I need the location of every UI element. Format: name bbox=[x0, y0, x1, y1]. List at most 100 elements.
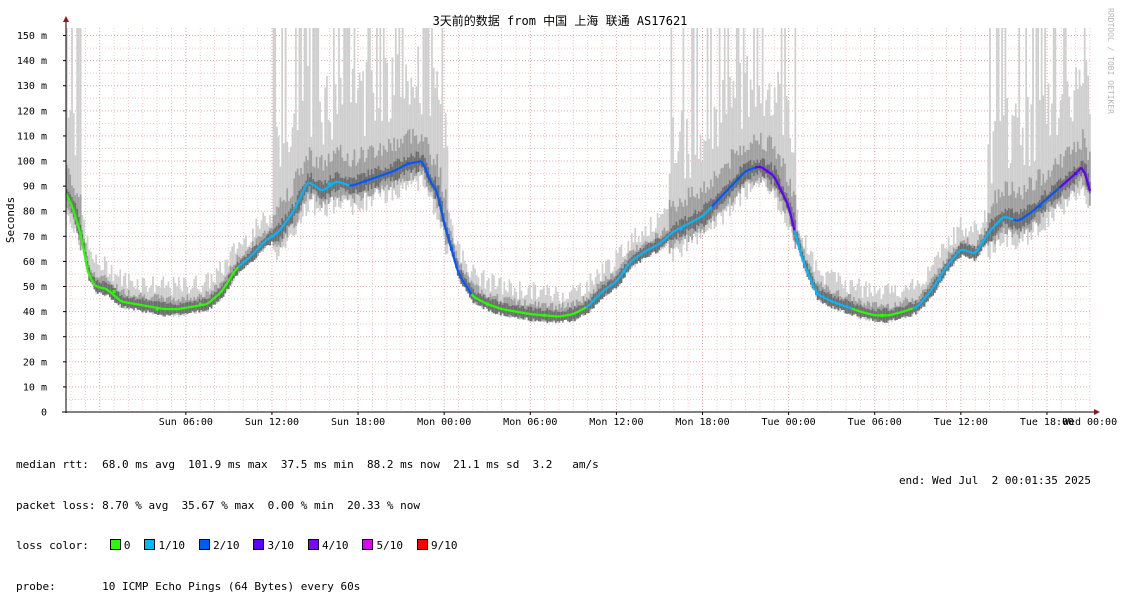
smoke-mid bbox=[696, 194, 698, 233]
median-segment bbox=[410, 163, 414, 164]
x-tick-label: Mon 06:00 bbox=[503, 417, 557, 428]
median-segment bbox=[102, 288, 106, 289]
median-segment bbox=[321, 190, 325, 191]
median-segment bbox=[385, 173, 389, 174]
smoke-mid bbox=[1072, 150, 1074, 191]
smoke-mid bbox=[760, 133, 762, 183]
median-segment bbox=[195, 306, 199, 307]
smoke-mid bbox=[326, 166, 328, 199]
loss-color-item-label: 5/10 bbox=[376, 539, 403, 552]
loss-color-swatch bbox=[253, 539, 264, 550]
median-segment bbox=[841, 305, 845, 306]
smoke-mid bbox=[765, 151, 767, 179]
y-tick-label: 90 m bbox=[23, 182, 47, 193]
smoke-mid bbox=[1039, 169, 1041, 224]
median-segment bbox=[572, 313, 576, 314]
loss-color-item: 1/10 bbox=[144, 539, 185, 552]
x-tick-label: Tue 06:00 bbox=[848, 417, 902, 428]
smoke-mid bbox=[286, 188, 288, 237]
smoke-mid bbox=[731, 149, 733, 205]
smoke-mid bbox=[734, 153, 736, 197]
smoke-bands bbox=[66, 28, 1091, 324]
median-segment bbox=[123, 302, 127, 303]
median-segment bbox=[898, 312, 902, 313]
smoke-mid bbox=[373, 147, 375, 194]
median-segment bbox=[891, 314, 895, 315]
y-tick-label: 50 m bbox=[23, 282, 47, 293]
smoke-mid bbox=[1049, 177, 1051, 207]
median-point bbox=[766, 170, 769, 173]
smoke-mid bbox=[758, 144, 760, 177]
median-segment bbox=[489, 305, 493, 306]
smoke-mid bbox=[1075, 152, 1077, 185]
median-segment bbox=[120, 300, 124, 302]
median-point bbox=[816, 293, 819, 296]
median-point bbox=[938, 277, 941, 280]
smoke-mid bbox=[304, 162, 306, 204]
smoke-mid bbox=[333, 151, 335, 200]
smoke-mid bbox=[732, 150, 734, 203]
median-segment bbox=[141, 305, 145, 306]
smoke-mid bbox=[772, 149, 774, 188]
y-tick-label: 150 m bbox=[17, 31, 47, 42]
median-segment bbox=[859, 311, 863, 312]
median-segment bbox=[525, 313, 529, 314]
smoke-mid bbox=[769, 135, 771, 190]
median-segment bbox=[906, 310, 910, 311]
smoke-mid bbox=[782, 158, 784, 211]
median-segment bbox=[848, 307, 852, 308]
smoke-mid bbox=[670, 207, 672, 248]
median-segment bbox=[393, 170, 397, 172]
y-tick-label: 110 m bbox=[17, 131, 47, 142]
smoke-mid bbox=[388, 139, 390, 190]
y-tick-label: 40 m bbox=[23, 307, 47, 318]
smoke-mid bbox=[1068, 147, 1070, 197]
smoke-mid bbox=[445, 189, 447, 244]
smoke-mid bbox=[426, 137, 428, 186]
loss-color-item: 9/10 bbox=[417, 539, 458, 552]
smoke-mid bbox=[1005, 181, 1007, 234]
median-segment bbox=[1010, 218, 1014, 219]
loss-color-item-label: 9/10 bbox=[431, 539, 458, 552]
median-segment bbox=[913, 307, 917, 308]
smoke-mid bbox=[328, 154, 330, 204]
median-segment bbox=[504, 309, 508, 310]
x-tick-label: Mon 00:00 bbox=[417, 417, 471, 428]
x-tick-label: Sun 12:00 bbox=[245, 417, 299, 428]
median-segment bbox=[830, 301, 834, 303]
smoke-mid bbox=[405, 134, 407, 181]
y-tick-label: 30 m bbox=[23, 332, 47, 343]
x-axis-arrow bbox=[1094, 409, 1100, 415]
smoke-mid bbox=[419, 142, 421, 172]
median-segment bbox=[758, 167, 762, 168]
median-segment bbox=[98, 287, 102, 288]
smoke-mid bbox=[714, 171, 716, 221]
median-segment bbox=[357, 183, 361, 184]
median-segment bbox=[497, 307, 501, 308]
median-segment bbox=[382, 174, 386, 175]
median-segment bbox=[902, 311, 906, 312]
median-segment bbox=[134, 304, 138, 305]
median-point bbox=[981, 240, 984, 243]
loss-color-swatch bbox=[308, 539, 319, 550]
rrdtool-watermark: RRDTOOL / TOBI OETIKER bbox=[1106, 8, 1115, 114]
y-tick-label: 60 m bbox=[23, 257, 47, 268]
smoke-mid bbox=[429, 155, 431, 193]
smoke-mid bbox=[720, 168, 722, 212]
median-segment bbox=[837, 304, 841, 305]
smoke-mid bbox=[1042, 174, 1044, 217]
median-segment bbox=[565, 315, 569, 316]
smoke-mid bbox=[1013, 191, 1015, 234]
smoke-mid bbox=[672, 201, 674, 249]
smoke-mid bbox=[755, 140, 757, 181]
median-segment bbox=[346, 184, 350, 185]
median-point bbox=[1074, 172, 1077, 175]
smoke-mid bbox=[1065, 150, 1067, 199]
median-segment bbox=[852, 309, 856, 310]
median-segment bbox=[748, 169, 752, 170]
loss-color-item-label: 2/10 bbox=[213, 539, 240, 552]
smoke-mid bbox=[414, 136, 416, 176]
loss-color-item-label: 0 bbox=[124, 539, 131, 552]
smoke-mid bbox=[68, 168, 70, 210]
